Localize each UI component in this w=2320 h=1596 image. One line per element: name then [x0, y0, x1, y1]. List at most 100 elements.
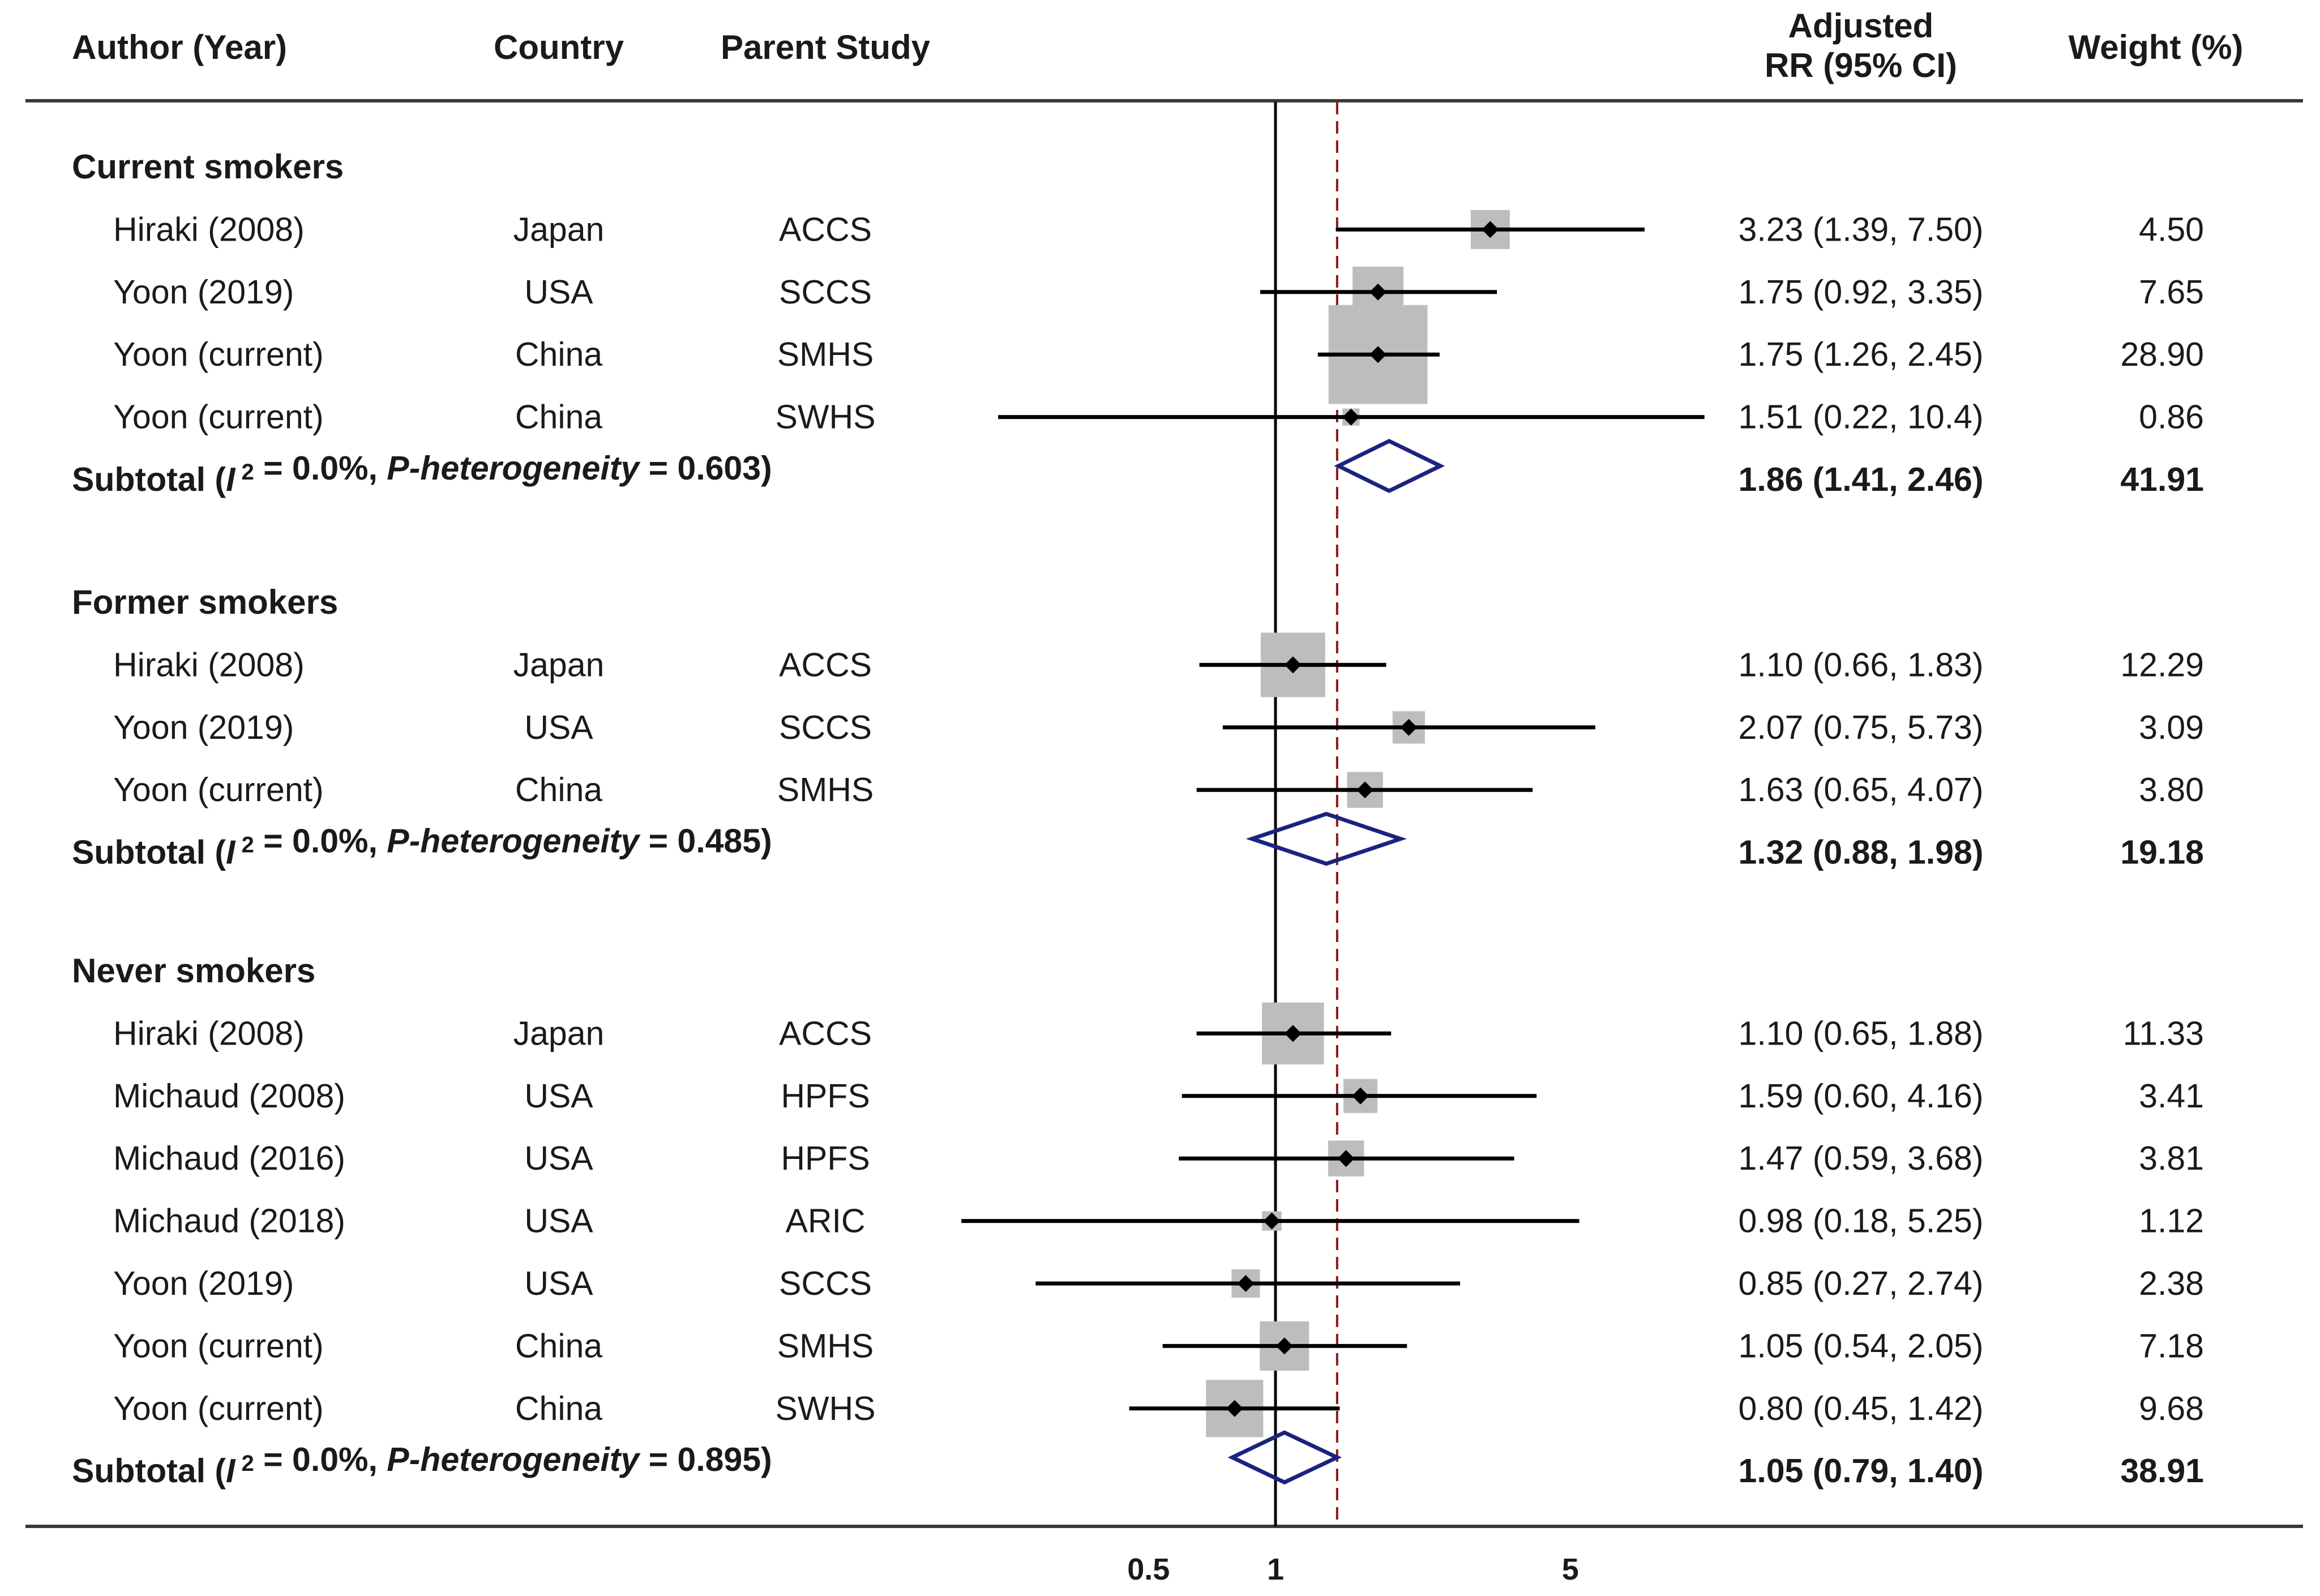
study-weight: 4.50 [2139, 211, 2204, 248]
subtotal-label-part: = 0.895) [639, 1441, 772, 1478]
subtotal-weight: 41.91 [2120, 461, 2204, 498]
subtotal-ci: 1.05 (0.79, 1.40) [1739, 1452, 1984, 1490]
study-author: Yoon (current) [113, 1327, 324, 1364]
point-estimate [1356, 781, 1374, 799]
study-parent: SMHS [777, 1327, 874, 1364]
subtotal-ci: 1.32 (0.88, 1.98) [1739, 834, 1984, 871]
study-country: USA [524, 1203, 593, 1240]
point-estimate [1275, 1337, 1293, 1355]
point-estimate [1482, 221, 1499, 238]
study-parent: ARIC [786, 1203, 866, 1240]
study-weight: 11.33 [2123, 1015, 2204, 1052]
study-ci: 1.10 (0.66, 1.83) [1739, 646, 1984, 683]
point-estimate [1369, 346, 1387, 363]
subtotal-label-part: = 0.603) [639, 450, 772, 487]
study-weight: 12.29 [2120, 646, 2204, 683]
point-estimate [1369, 283, 1387, 301]
subtotal-label-part: Subtotal ( [72, 834, 226, 871]
group-label: Former smokers [72, 583, 338, 621]
study-country: USA [524, 1077, 593, 1115]
study-ci: 1.59 (0.60, 4.16) [1739, 1077, 1984, 1115]
subtotal-label-part: I [226, 461, 236, 498]
subtotal-label: Subtotal (I 2 = 0.0%, P-heterogeneity = … [72, 823, 772, 871]
study-parent: ACCS [779, 211, 872, 248]
study-parent: SWHS [776, 399, 876, 436]
header-author: Author (Year) [72, 28, 287, 66]
point-estimate [1342, 408, 1360, 426]
subtotal-label-part: P-heterogeneity [387, 823, 641, 860]
study-ci: 3.23 (1.39, 7.50) [1739, 211, 1984, 248]
study-parent: SCCS [779, 709, 872, 746]
subtotal-label: Subtotal (I 2 = 0.0%, P-heterogeneity = … [72, 450, 772, 498]
study-country: USA [524, 1140, 593, 1177]
subtotal-diamond [1334, 439, 1445, 493]
study-parent: ACCS [779, 646, 872, 683]
study-ci: 1.63 (0.65, 4.07) [1739, 771, 1984, 808]
subtotal-label-part: = 0.0%, [254, 823, 387, 860]
study-ci: 1.10 (0.65, 1.88) [1739, 1015, 1984, 1052]
study-weight: 7.65 [2139, 273, 2204, 311]
study-country: China [515, 771, 602, 808]
study-ci: 2.07 (0.75, 5.73) [1739, 709, 1984, 746]
study-ci: 1.47 (0.59, 3.68) [1739, 1140, 1984, 1177]
study-author: Yoon (current) [113, 1390, 324, 1427]
subtotal-label-part: P-heterogeneity [387, 1441, 641, 1478]
study-weight: 9.68 [2139, 1390, 2204, 1427]
study-country: USA [524, 1265, 593, 1302]
study-author: Michaud (2016) [113, 1140, 345, 1177]
subtotal-label-part: 2 [235, 460, 254, 485]
study-author: Yoon (current) [113, 336, 324, 373]
study-ci: 1.75 (0.92, 3.35) [1739, 273, 1984, 311]
study-author: Yoon (2019) [113, 1265, 294, 1302]
subtotal-ci: 1.86 (1.41, 2.46) [1739, 461, 1984, 498]
study-weight: 7.18 [2139, 1327, 2204, 1364]
study-weight: 28.90 [2120, 336, 2204, 373]
group-label: Current smokers [72, 148, 344, 186]
subtotal-label-part: = 0.485) [639, 823, 772, 860]
header-country: Country [494, 28, 624, 66]
subtotal-diamond [1245, 811, 1407, 866]
study-parent: HPFS [781, 1140, 870, 1177]
study-country: China [515, 399, 602, 436]
study-author: Michaud (2008) [113, 1077, 345, 1115]
study-country: USA [524, 709, 593, 746]
study-country: Japan [513, 1015, 605, 1052]
point-estimate [1400, 718, 1418, 736]
study-country: USA [524, 273, 593, 311]
study-parent: HPFS [781, 1077, 870, 1115]
study-author: Hiraki (2008) [113, 1015, 305, 1052]
study-author: Yoon (2019) [113, 273, 294, 311]
forest-rows: Current smokers Hiraki (2008) Japan ACCS 3.2… [72, 148, 2204, 1490]
study-country: China [515, 1327, 602, 1364]
study-ci: 1.51 (0.22, 10.4) [1739, 399, 1984, 436]
point-estimate [1263, 1212, 1281, 1230]
study-parent: SMHS [777, 336, 874, 373]
study-parent: SMHS [777, 771, 874, 808]
point-estimate [1284, 656, 1302, 674]
study-parent: SWHS [776, 1390, 876, 1427]
study-weight: 3.09 [2139, 709, 2204, 746]
group-label: Never smokers [72, 952, 315, 990]
subtotal-label-part: = 0.0%, [254, 1441, 387, 1478]
study-author: Hiraki (2008) [113, 646, 305, 683]
x-tick-label: 5 [1562, 1552, 1579, 1586]
study-author: Yoon (current) [113, 399, 324, 436]
subtotal-label-part: Subtotal ( [72, 461, 226, 498]
study-weight: 3.81 [2139, 1140, 2204, 1177]
study-ci: 1.05 (0.54, 2.05) [1739, 1327, 1984, 1364]
subtotal-label-part: = 0.0%, [254, 450, 387, 487]
subtotal-label-part: 2 [235, 833, 254, 858]
study-ci: 1.75 (1.26, 2.45) [1739, 336, 1984, 373]
x-tick-label: 1 [1267, 1552, 1284, 1586]
header-parent-study: Parent Study [721, 28, 931, 66]
subtotal-label-part: I [226, 834, 236, 871]
study-parent: SCCS [779, 273, 872, 311]
study-author: Yoon (current) [113, 771, 324, 808]
point-estimate [1352, 1087, 1369, 1105]
study-author: Yoon (2019) [113, 709, 294, 746]
subtotal-label-part: P-heterogeneity [387, 450, 641, 487]
study-weight: 3.41 [2139, 1077, 2204, 1115]
study-country: Japan [513, 211, 605, 248]
header-rr-line2: RR (95% CI) [1765, 46, 1957, 84]
study-country: China [515, 1390, 602, 1427]
